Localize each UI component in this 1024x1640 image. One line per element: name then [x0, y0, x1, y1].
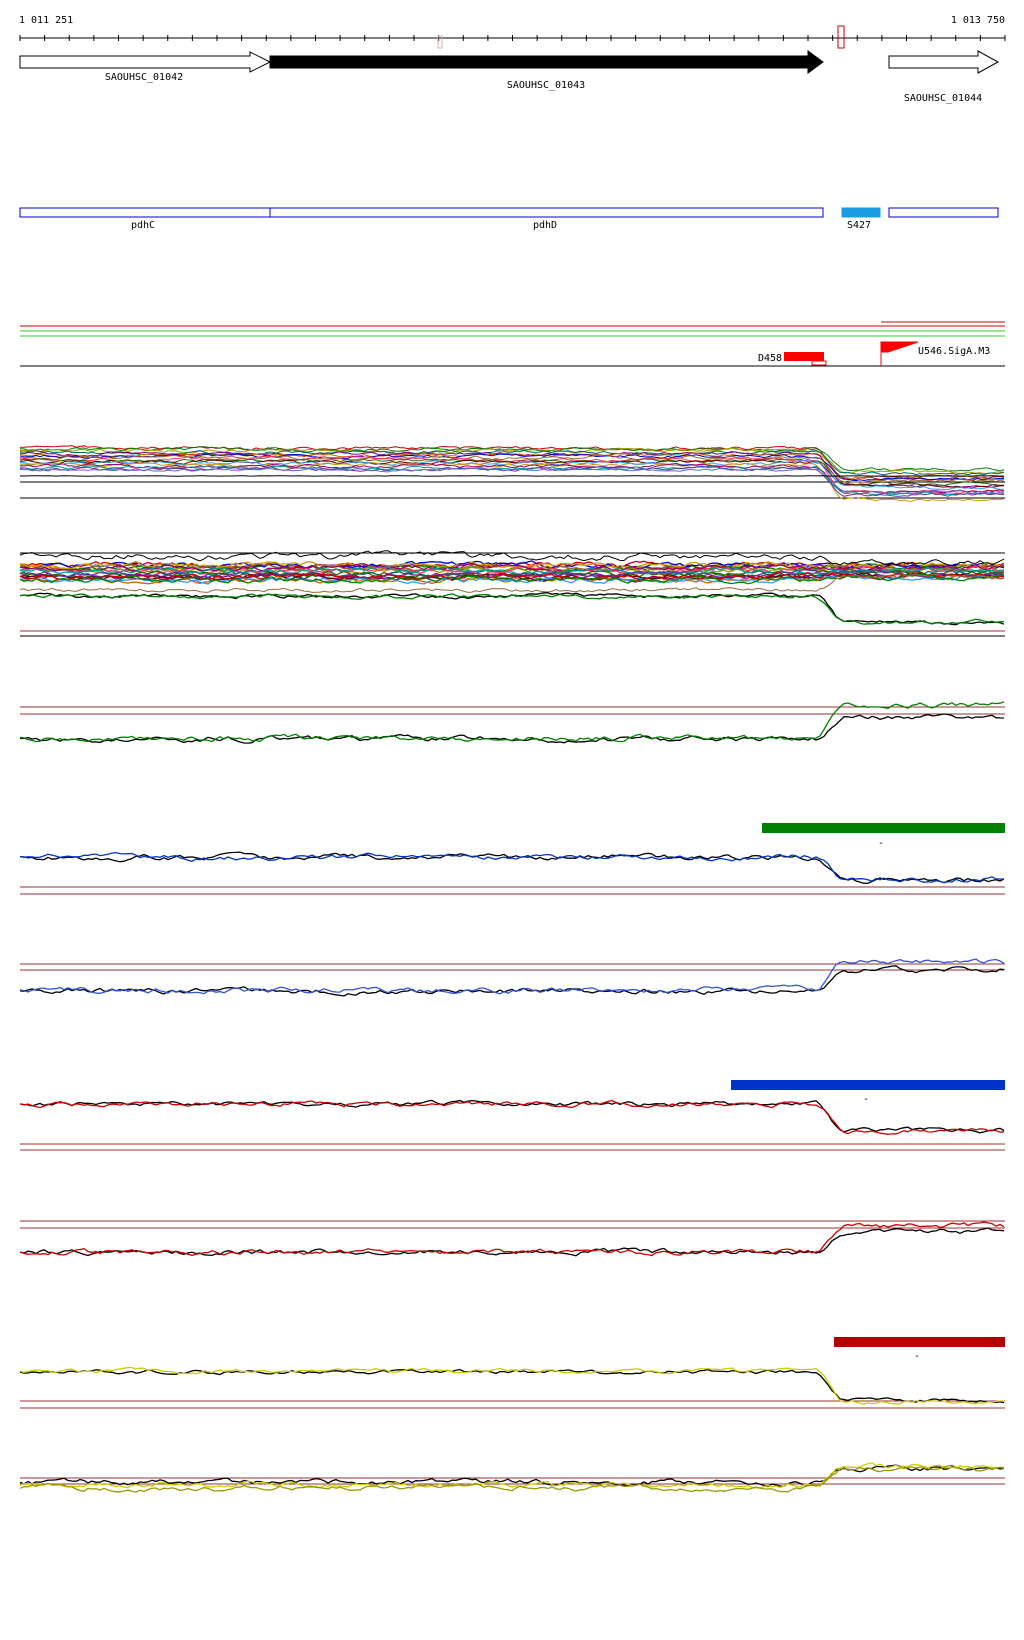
expression-curve: [19, 958, 1005, 995]
annotation-label-s427: S427: [847, 220, 871, 231]
condition-marker-green: -: [878, 838, 884, 849]
condition-marker-blue: -: [863, 1094, 869, 1105]
expression-panel-1: [19, 445, 1005, 502]
gene-arrow-saouhsc-01042[interactable]: [19, 51, 272, 73]
feature-d458[interactable]: [784, 352, 824, 361]
expression-curve: [19, 447, 1005, 475]
expression-curve: [19, 1462, 1005, 1489]
end-coordinate: 1 013 750: [951, 15, 1005, 26]
gene-track: SAOUHSC_01042 SAOUHSC_01043 SAOUHSC_0104…: [19, 50, 1000, 104]
feature-label-d458: D458: [758, 353, 782, 364]
panel-7-curves: [19, 1221, 1005, 1257]
panel-8-curves: [19, 1366, 1005, 1405]
expression-curve: [19, 1464, 1005, 1493]
panel-9-curves: [19, 1462, 1005, 1493]
expression-panel-4-green: -: [19, 823, 1005, 895]
start-coordinate: 1 011 251: [19, 15, 73, 26]
expression-curve: [19, 1464, 1005, 1487]
condition-marker-red: -: [914, 1351, 920, 1362]
condition-bar-green: [762, 823, 1005, 833]
expression-curve: [19, 465, 1005, 497]
expression-curve: [19, 458, 1005, 487]
expression-panel-2: [19, 550, 1005, 637]
annotation-s427[interactable]: [841, 207, 881, 218]
expression-curve: [19, 462, 1005, 502]
expression-curve: [19, 1366, 1004, 1405]
condition-bar-red: [834, 1337, 1005, 1347]
expression-curve: [19, 572, 1005, 581]
expression-curve: [19, 459, 1005, 491]
feature-label-u546: U546.SigA.M3: [918, 346, 990, 357]
panel-4-curves: [19, 851, 1005, 885]
expression-curve: [19, 1099, 1005, 1134]
expression-curve: [19, 562, 1005, 573]
expression-curve: [19, 550, 1005, 567]
expression-curve: [19, 1221, 1005, 1257]
coordinate-ruler: 1 011 251 1 013 750: [19, 15, 1006, 49]
gene-arrow-saouhsc-01044[interactable]: [888, 50, 1000, 74]
expression-curve: [19, 592, 1005, 626]
expression-curve: [19, 1368, 1005, 1404]
panel-3-curves: [19, 701, 1005, 744]
annotation-pdhd[interactable]: [269, 207, 824, 218]
expression-curve: [19, 701, 1005, 743]
annotation-label-pdhc: pdhC: [131, 220, 155, 231]
panel-6-curves: [19, 1099, 1005, 1135]
annotation-track: pdhC pdhD S427: [19, 207, 999, 231]
condition-bar-blue: [731, 1080, 1005, 1090]
expression-curve: [19, 851, 1004, 884]
expression-curve: [19, 475, 1005, 477]
annotation-unnamed[interactable]: [888, 207, 999, 218]
expression-panel-7: [19, 1220, 1005, 1257]
expression-curve: [19, 1227, 1005, 1257]
expression-curve: [19, 573, 1005, 585]
expression-curve: [19, 965, 1005, 997]
gene-label-saouhsc-01044: SAOUHSC_01044: [904, 93, 982, 104]
expression-panel-5: [19, 958, 1005, 997]
expression-curve: [19, 446, 1005, 472]
expression-curve: [19, 1099, 1005, 1135]
annotation-label-pdhd: pdhD: [533, 220, 557, 231]
ruler-marker-red: [837, 25, 845, 49]
expression-curve: [19, 560, 1005, 569]
expression-curve: [19, 593, 1005, 625]
feature-track: D458 U546.SigA.M3: [20, 321, 1005, 367]
gene-arrow-saouhsc-01043[interactable]: [269, 50, 824, 74]
expression-panel-6-blue: -: [19, 1080, 1005, 1151]
expression-curve: [19, 467, 1005, 495]
expression-curve: [19, 454, 1005, 483]
ruler-marker-small: [437, 35, 443, 49]
panel-2-curves: [19, 550, 1005, 626]
feature-d458-tail: [811, 360, 827, 366]
ruler-ticks: [19, 35, 1006, 41]
expression-curve: [19, 565, 1005, 576]
expression-panel-3: [19, 701, 1005, 744]
expression-panel-9: [19, 1462, 1005, 1493]
annotation-pdhc[interactable]: [19, 207, 271, 218]
feature-promoter-u546[interactable]: [880, 341, 919, 366]
expression-curve: [19, 851, 1005, 885]
gene-label-saouhsc-01043: SAOUHSC_01043: [507, 80, 585, 91]
gene-label-saouhsc-01042: SAOUHSC_01042: [105, 72, 183, 83]
expression-curve: [19, 573, 1005, 593]
panel-5-curves: [19, 958, 1005, 997]
expression-panel-8-red: -: [19, 1337, 1005, 1409]
panel-1-curves: [19, 445, 1005, 502]
